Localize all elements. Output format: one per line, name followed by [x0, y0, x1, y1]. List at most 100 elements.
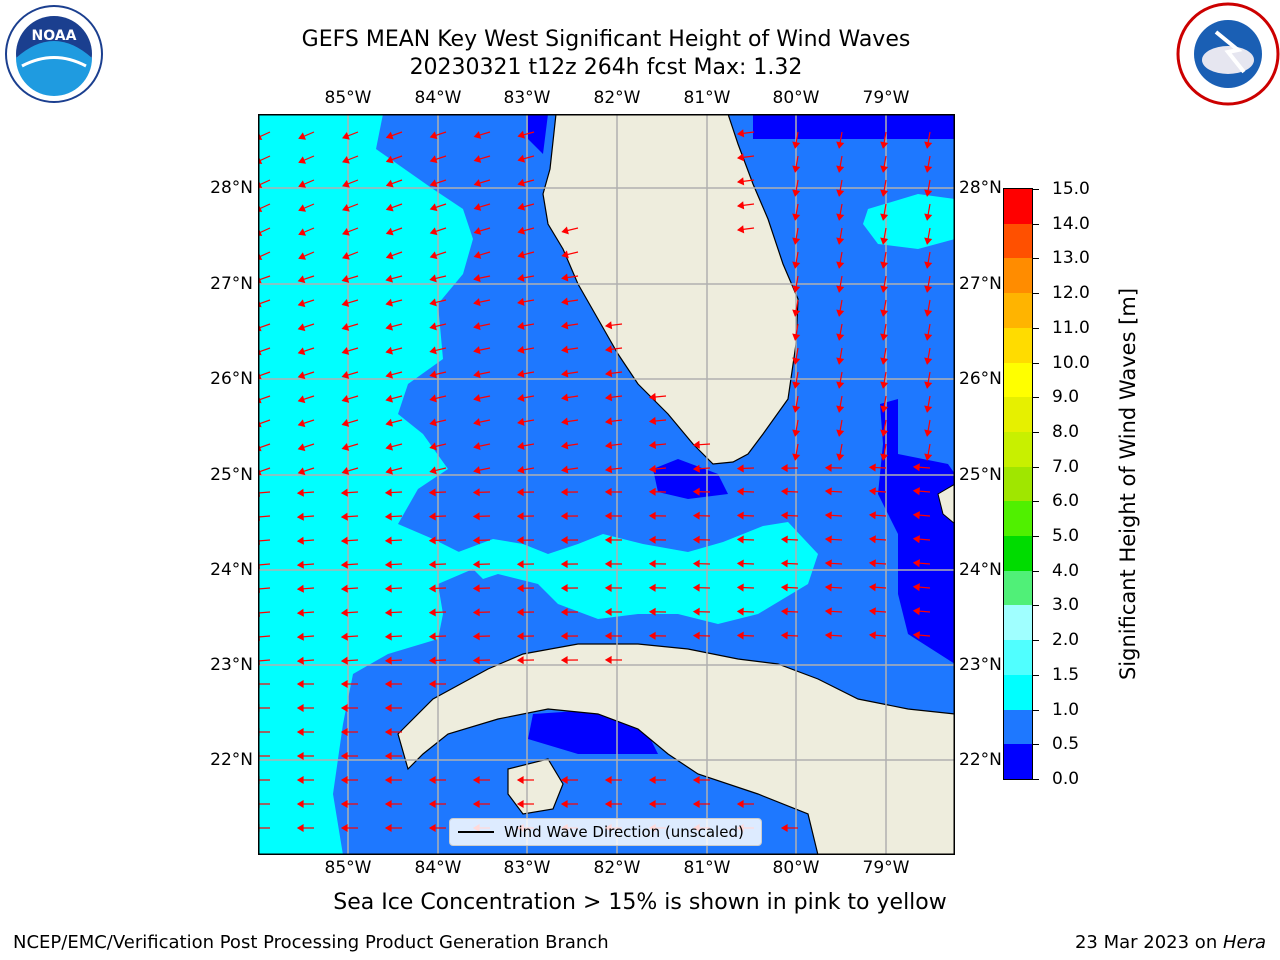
- wave-direction-arrowhead: [824, 535, 832, 544]
- wave-direction-arrowhead: [648, 392, 657, 402]
- colorbar-tick: [1033, 397, 1039, 399]
- wave-direction-arrowhead: [836, 429, 845, 437]
- wave-direction-arrowhead: [296, 775, 304, 785]
- wave-direction-arrowhead: [517, 154, 526, 163]
- wave-direction-arrowhead: [648, 440, 657, 450]
- wave-direction-arrowhead: [780, 559, 788, 568]
- wave-direction-arrowhead: [604, 441, 613, 450]
- wave-direction-arrowhead: [604, 535, 612, 545]
- wave-direction-arrowhead: [736, 225, 745, 234]
- wave-direction-arrowhead: [517, 393, 525, 402]
- colorbar-tick-label: 13.0: [1052, 248, 1090, 269]
- wave-direction-arrowhead: [692, 607, 700, 616]
- wave-direction-arrowhead: [604, 393, 613, 402]
- wave-direction-arrowhead: [912, 535, 920, 544]
- wave-direction-arrowhead: [340, 679, 348, 689]
- wave-direction-arrowhead: [560, 584, 568, 593]
- colorbar: [1003, 188, 1033, 780]
- wave-direction-arrowhead: [780, 583, 788, 592]
- wave-direction-arrow: [258, 491, 271, 494]
- wave-direction-arrowhead: [385, 179, 394, 188]
- wave-direction-arrowhead: [473, 442, 481, 451]
- colorbar-tick: [1033, 466, 1039, 468]
- wave-direction-arrowhead: [472, 632, 480, 641]
- colorbar-segment: [1004, 674, 1032, 710]
- wave-direction-arrowhead: [824, 631, 832, 640]
- wave-direction-arrow: [258, 419, 271, 425]
- wave-direction-arrowhead: [429, 298, 437, 307]
- wave-direction-arrow: [258, 371, 271, 377]
- wave-direction-arrowhead: [780, 631, 788, 640]
- wave-direction-arrowhead: [472, 512, 480, 521]
- wave-direction-arrowhead: [473, 418, 481, 427]
- wave-direction-arrowhead: [792, 333, 801, 341]
- colorbar-tick: [1033, 501, 1039, 503]
- wave-direction-arrowhead: [473, 131, 482, 139]
- wave-direction-arrowhead: [384, 727, 392, 737]
- wave-direction-arrowhead: [298, 156, 307, 164]
- wave-direction-arrowhead: [297, 395, 306, 404]
- colorbar-tick: [1033, 605, 1039, 607]
- colorbar-segment: [1004, 536, 1032, 571]
- wave-direction-arrowhead: [924, 141, 933, 149]
- wave-direction-arrowhead: [516, 775, 524, 785]
- wave-direction-arrowhead: [880, 357, 889, 365]
- wave-direction-arrowhead: [648, 775, 656, 785]
- wave-direction-arrowhead: [472, 488, 480, 497]
- wave-direction-arrowhead: [880, 453, 889, 461]
- wave-direction-arrowhead: [880, 213, 889, 221]
- wave-direction-arrowhead: [560, 656, 568, 665]
- wave-direction-arrowhead: [297, 443, 306, 452]
- colorbar-tick-label: 2.0: [1052, 630, 1080, 651]
- wave-direction-arrowhead: [297, 371, 306, 380]
- chart-title: GEFS MEAN Key West Significant Height of…: [301, 27, 911, 52]
- wave-direction-arrowhead: [384, 656, 392, 665]
- wave-direction-arrowhead: [428, 679, 436, 689]
- wave-direction-arrowhead: [296, 632, 304, 641]
- wave-direction-arrowhead: [298, 180, 307, 188]
- wave-direction-arrowhead: [517, 273, 525, 282]
- wave-direction-arrow: [258, 539, 271, 542]
- wave-direction-arrowhead: [736, 153, 745, 162]
- lon-label-bottom: 81°W: [683, 858, 731, 878]
- wave-direction-arrowhead: [868, 583, 876, 592]
- wave-direction-arrowhead: [428, 560, 436, 569]
- wave-direction-arrowhead: [648, 631, 656, 640]
- colorbar-tick-label: 10.0: [1052, 352, 1090, 373]
- wave-direction-arrowhead: [561, 226, 569, 235]
- wave-band-1-0-1-5-west: [258, 114, 473, 855]
- wave-direction-arrowhead: [384, 536, 392, 545]
- wave-direction-arrowhead: [296, 727, 304, 737]
- lon-label-bottom: 79°W: [862, 858, 910, 878]
- wave-direction-arrowhead: [924, 357, 933, 365]
- noaa-logo-text: NOAA: [32, 28, 77, 44]
- wave-direction-arrowhead: [868, 487, 876, 496]
- wave-direction-arrowhead: [385, 466, 393, 475]
- wave-direction-arrowhead: [296, 560, 304, 569]
- wave-direction-arrowhead: [429, 179, 438, 188]
- wave-direction-arrowhead: [298, 252, 307, 260]
- wave-direction-arrow: [258, 563, 271, 566]
- wave-direction-arrowhead: [385, 251, 394, 260]
- lon-label-top: 82°W: [593, 88, 641, 108]
- wave-direction-arrowhead: [824, 607, 832, 616]
- wave-direction-arrowhead: [736, 583, 744, 592]
- lat-label-right: 26°N: [959, 369, 1002, 389]
- wave-direction-arrowhead: [648, 799, 656, 809]
- wave-direction-arrowhead: [384, 823, 392, 833]
- wave-direction-arrowhead: [880, 405, 889, 413]
- wave-direction-arrowhead: [473, 227, 482, 235]
- wave-direction-arrowhead: [561, 321, 569, 330]
- lon-label-top: 84°W: [414, 88, 462, 108]
- wave-direction-arrowhead: [868, 607, 876, 616]
- wave-direction-arrowhead: [296, 584, 304, 593]
- wave-direction-arrowhead: [429, 131, 438, 140]
- wave-direction-arrowhead: [296, 656, 304, 665]
- wave-direction-arrowhead: [604, 487, 612, 497]
- wave-direction-arrowhead: [428, 584, 436, 593]
- wave-direction-arrowhead: [517, 465, 525, 474]
- colorbar-tick-label: 6.0: [1052, 491, 1080, 512]
- colorbar-tick: [1033, 744, 1039, 746]
- wave-direction-arrow: [258, 443, 271, 449]
- colorbar-tick-label: 12.0: [1052, 283, 1090, 304]
